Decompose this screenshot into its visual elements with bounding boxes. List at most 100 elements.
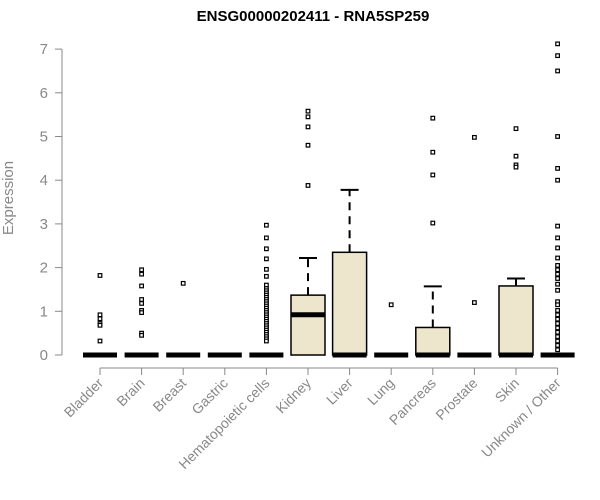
box-group	[331, 188, 368, 358]
outlier-point	[555, 302, 560, 308]
outlier-point	[555, 321, 560, 326]
outlier-point	[430, 172, 436, 178]
outlier-point	[555, 316, 560, 322]
box-group	[498, 126, 534, 358]
outlier-point	[555, 325, 560, 331]
outlier-point	[555, 329, 560, 335]
outlier-point	[97, 316, 103, 322]
outlier-point	[555, 276, 560, 281]
x-tick-label: Brain	[113, 375, 147, 409]
outlier-point	[555, 263, 560, 268]
box-group	[166, 280, 201, 358]
y-axis: 0 1 2 3 4 5 6 7	[40, 41, 63, 364]
x-tick-label: Bladder	[61, 375, 107, 421]
box-iqr	[290, 294, 326, 356]
outlier-point	[513, 153, 519, 159]
outlier-point	[555, 134, 560, 139]
outlier-point	[97, 338, 103, 344]
box-iqr	[331, 251, 368, 356]
outlier-point	[139, 301, 145, 306]
outlier-point	[139, 267, 145, 273]
outlier-point	[264, 338, 269, 344]
outlier-point	[264, 246, 269, 252]
outlier-point	[472, 300, 477, 305]
outlier-point	[555, 255, 560, 261]
outlier-point	[97, 273, 103, 278]
outlier-point	[555, 287, 560, 293]
box-group	[457, 134, 492, 358]
chart-title: ENSG00000202411 - RNA5SP259	[197, 8, 430, 25]
outlier-point	[180, 280, 186, 286]
outlier-point	[264, 235, 269, 241]
x-tick-label: Liver	[323, 375, 356, 408]
outlier-point	[555, 68, 560, 74]
outlier-point	[430, 149, 436, 155]
y-tick-label: 3	[40, 216, 48, 233]
outlier-point	[305, 108, 311, 114]
outlier-point	[97, 322, 103, 328]
outlier-point	[513, 164, 519, 170]
x-tick-label: Kidney	[273, 375, 315, 417]
outlier-point	[264, 273, 269, 279]
y-tick-label: 0	[40, 347, 48, 364]
outlier-point	[555, 245, 560, 251]
outlier-point	[555, 347, 560, 353]
outlier-point	[555, 53, 560, 59]
outlier-point	[139, 297, 145, 302]
box-iqr	[415, 326, 451, 356]
outlier-point	[430, 115, 436, 121]
outlier-point	[139, 310, 145, 316]
outlier-point	[513, 126, 519, 132]
outlier-point	[472, 134, 477, 140]
box-series	[83, 41, 575, 358]
outlier-point	[264, 266, 269, 272]
x-tick-label: Prostate	[432, 375, 480, 423]
outlier-point	[264, 256, 269, 262]
x-tick-label: Lung	[364, 375, 397, 408]
outlier-point	[555, 271, 560, 277]
outlier-point	[555, 338, 560, 344]
outlier-point	[555, 41, 560, 47]
outlier-point	[430, 220, 436, 226]
y-tick-label: 4	[40, 172, 48, 189]
outlier-point	[97, 312, 103, 318]
outlier-point	[139, 271, 145, 277]
outlier-point	[264, 222, 269, 228]
y-tick-label: 2	[40, 260, 48, 277]
outlier-point	[139, 283, 145, 289]
x-tick-label: Skin	[492, 375, 523, 406]
outlier-point	[555, 177, 560, 183]
outlier-point	[388, 302, 394, 308]
box-group	[415, 115, 451, 358]
y-tick-label: 5	[40, 129, 48, 146]
y-tick-label: 1	[40, 303, 48, 320]
outlier-point	[555, 267, 560, 273]
y-axis-label: Expression	[0, 161, 17, 235]
outlier-point	[555, 312, 560, 318]
box-group	[290, 108, 326, 356]
outlier-point	[555, 342, 560, 348]
outlier-point	[305, 142, 311, 148]
x-tick-label: Unknown / Other	[478, 375, 564, 461]
outlier-point	[555, 308, 560, 313]
outlier-point	[555, 334, 560, 340]
box-group	[540, 41, 575, 358]
outlier-point	[555, 235, 560, 241]
y-tick-label: 7	[40, 41, 48, 58]
box-group	[249, 222, 284, 358]
x-tick-label: Breast	[149, 375, 189, 415]
box-group	[374, 302, 409, 358]
outlier-point	[305, 183, 311, 188]
outlier-point	[305, 124, 311, 130]
outlier-point	[139, 332, 145, 338]
outlier-point	[555, 166, 560, 171]
box-iqr	[498, 285, 534, 356]
outlier-point	[555, 223, 560, 229]
box-group	[83, 273, 117, 358]
box-group	[124, 267, 159, 358]
y-tick-label: 6	[40, 85, 48, 102]
outlier-point	[305, 114, 311, 120]
outlier-point	[555, 281, 560, 287]
